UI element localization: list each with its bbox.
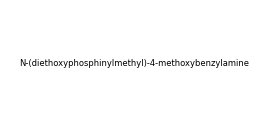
Text: N-(diethoxyphosphinylmethyl)-4-methoxybenzylamine: N-(diethoxyphosphinylmethyl)-4-methoxybe…	[19, 60, 249, 68]
